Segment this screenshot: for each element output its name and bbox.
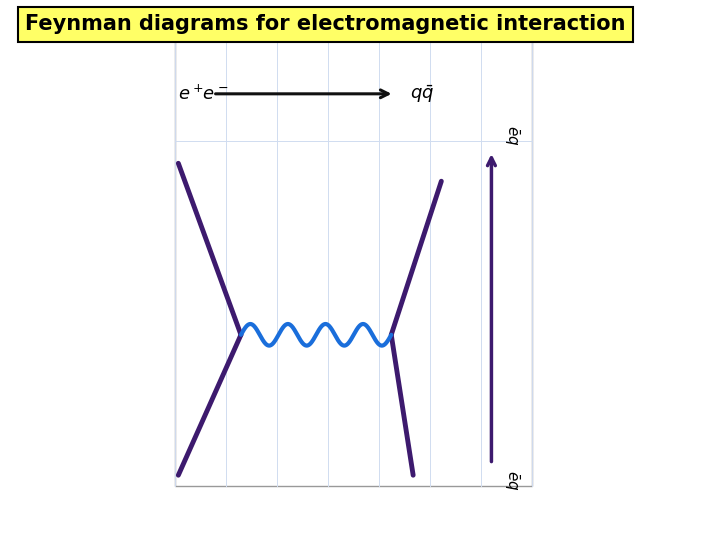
Text: Feynman diagrams for electromagnetic interaction: Feynman diagrams for electromagnetic int… — [25, 14, 626, 35]
Text: $q\bar{q}$: $q\bar{q}$ — [410, 83, 434, 105]
Text: $\bar{e}q$: $\bar{e}q$ — [502, 470, 521, 490]
Text: $\bar{e}q$: $\bar{e}q$ — [502, 125, 521, 146]
Bar — [175, 38, 532, 486]
Text: $e^+\!e^-$: $e^+\!e^-$ — [179, 84, 229, 104]
